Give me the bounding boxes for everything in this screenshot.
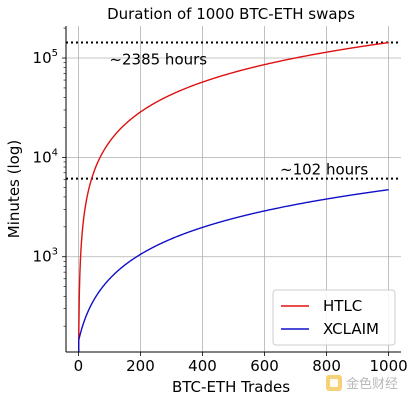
y-tick-label: 104 <box>33 147 58 166</box>
x-tick-label: 0 <box>74 357 84 375</box>
y-tick-mantissa: 10 <box>33 49 52 67</box>
x-axis-title: BTC-ETH Trades <box>172 378 290 396</box>
y-tick-exponent: 5 <box>52 48 58 59</box>
legend-label: HTLC <box>323 297 362 315</box>
x-ticks: 0 200 400 600 800 1000 <box>74 352 408 375</box>
series <box>78 41 389 352</box>
y-tick-exponent: 3 <box>52 247 58 258</box>
y-tick-mantissa: 10 <box>33 248 52 266</box>
watermark-text: 金色财经 <box>346 376 398 392</box>
y-tick-exponent: 4 <box>52 147 58 158</box>
series-line-xclaim <box>78 189 389 352</box>
x-tick-label: 200 <box>126 357 155 375</box>
x-tick-label: 1000 <box>369 357 407 375</box>
legend-box <box>272 289 396 346</box>
x-tick-label: 400 <box>188 357 217 375</box>
y-axis-title: Minutes (log) <box>5 140 23 238</box>
reference-line-label: ~2385 hours <box>109 51 207 69</box>
y-tick-label: 103 <box>33 247 58 266</box>
y-tick-label: 105 <box>33 48 58 67</box>
legend-label: XCLAIM <box>323 320 379 338</box>
legend: HTLC XCLAIM <box>272 289 396 346</box>
y-tick-mantissa: 10 <box>33 148 52 166</box>
grid <box>66 26 401 352</box>
reference-line-label: ~102 hours <box>280 161 368 179</box>
watermark: 金色财经 <box>326 375 398 392</box>
reference-lines: ~2385 hours ~102 hours <box>66 41 401 180</box>
x-tick-label: 800 <box>312 357 341 375</box>
watermark-logo-icon <box>326 375 342 391</box>
x-tick-label: 600 <box>250 357 279 375</box>
chart-title: Duration of 1000 BTC-ETH swaps <box>107 5 355 23</box>
plot-area: ~2385 hours~102 hours 0 200 400 600 800 1000 … <box>33 26 408 375</box>
series-line-htlc <box>78 41 389 352</box>
